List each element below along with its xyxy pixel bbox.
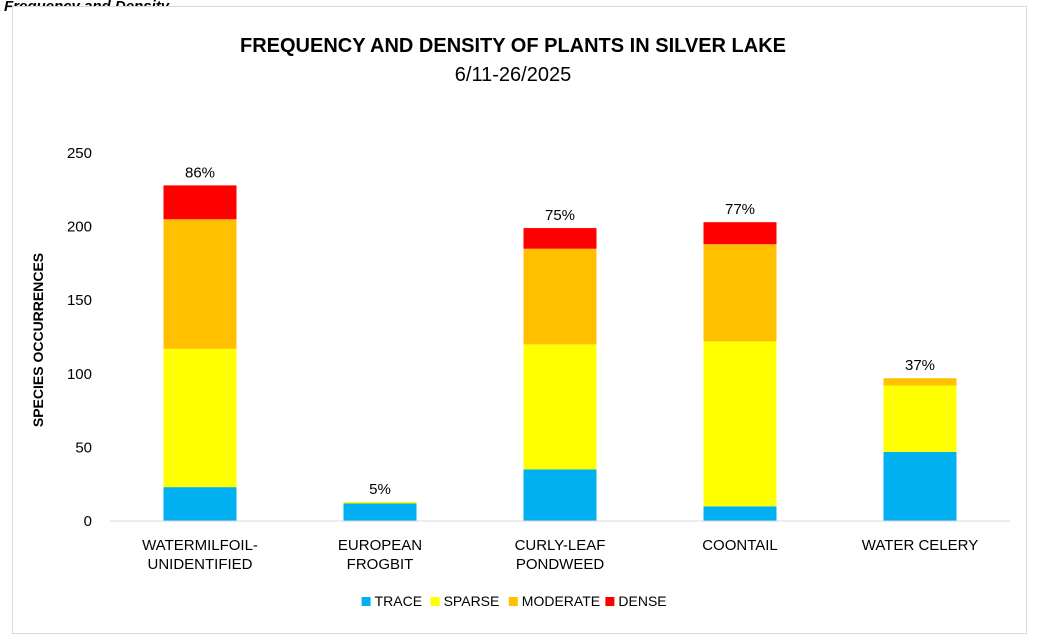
data-label: 86% (185, 164, 215, 181)
category-label: UNIDENTIFIED (148, 556, 253, 573)
y-tick-label: 50 (75, 439, 92, 456)
y-axis-ticks: 0 50 100 150 200 250 (67, 145, 92, 530)
bar-segment-moderate (703, 244, 777, 342)
bar-segment-sparse (703, 341, 777, 507)
bar-segment-sparse (523, 344, 597, 470)
bar-segment-trace (343, 503, 417, 521)
data-label: 37% (905, 357, 935, 374)
bar-segment-trace (163, 487, 237, 521)
category-label: WATER CELERY (862, 537, 978, 554)
data-label: 75% (545, 207, 575, 224)
bar-segment-trace (883, 451, 957, 521)
legend-label-moderate: MODERATE (522, 593, 600, 609)
bar-segment-moderate (523, 248, 597, 345)
legend-swatch-trace (361, 597, 371, 606)
bar-segment-sparse (343, 501, 417, 504)
category-label: CURLY-LEAF (515, 537, 606, 554)
data-label: 5% (369, 481, 391, 498)
legend-label-sparse: SPARSE (444, 593, 500, 609)
legend-swatch-dense (605, 597, 615, 606)
y-tick-label: 200 (67, 219, 92, 236)
bar-segment-dense (163, 185, 237, 220)
y-tick-label: 100 (67, 366, 92, 383)
category-label: FROGBIT (347, 556, 414, 573)
bar-segment-trace (703, 506, 777, 521)
legend-label-dense: DENSE (618, 593, 666, 609)
y-tick-label: 150 (67, 292, 92, 309)
legend-swatch-sparse (430, 597, 440, 606)
bar-segment-dense (523, 228, 597, 249)
chart-title: FREQUENCY AND DENSITY OF PLANTS IN SILVE… (240, 35, 786, 57)
y-tick-label: 0 (84, 513, 92, 530)
bars-group (163, 185, 957, 521)
category-label: WATERMILFOIL- (142, 537, 258, 554)
bar-segment-sparse (163, 348, 237, 488)
category-label: EUROPEAN (338, 537, 422, 554)
chart-subtitle: 6/11-26/2025 (455, 64, 571, 86)
y-tick-label: 250 (67, 145, 92, 162)
category-label: COONTAIL (702, 537, 778, 554)
legend-label-trace: TRACE (375, 593, 422, 609)
legend-swatch-moderate (508, 597, 518, 606)
bar-segment-moderate (883, 378, 957, 386)
bar-segment-dense (703, 222, 777, 245)
data-label: 77% (725, 201, 755, 218)
y-axis-label: SPECIES OCCURRENCES (30, 253, 46, 427)
bar-segment-trace (523, 469, 597, 521)
category-labels-group: WATERMILFOIL- UNIDENTIFIED EUROPEAN FROGBIT… (142, 537, 978, 573)
data-labels-group: 86% 5% 75% 77% 37% (185, 164, 935, 497)
bar-segment-sparse (883, 385, 957, 452)
legend: TRACE SPARSE MODERATE DENSE (361, 593, 667, 609)
category-label: PONDWEED (516, 556, 605, 573)
bar-segment-moderate (163, 219, 237, 349)
